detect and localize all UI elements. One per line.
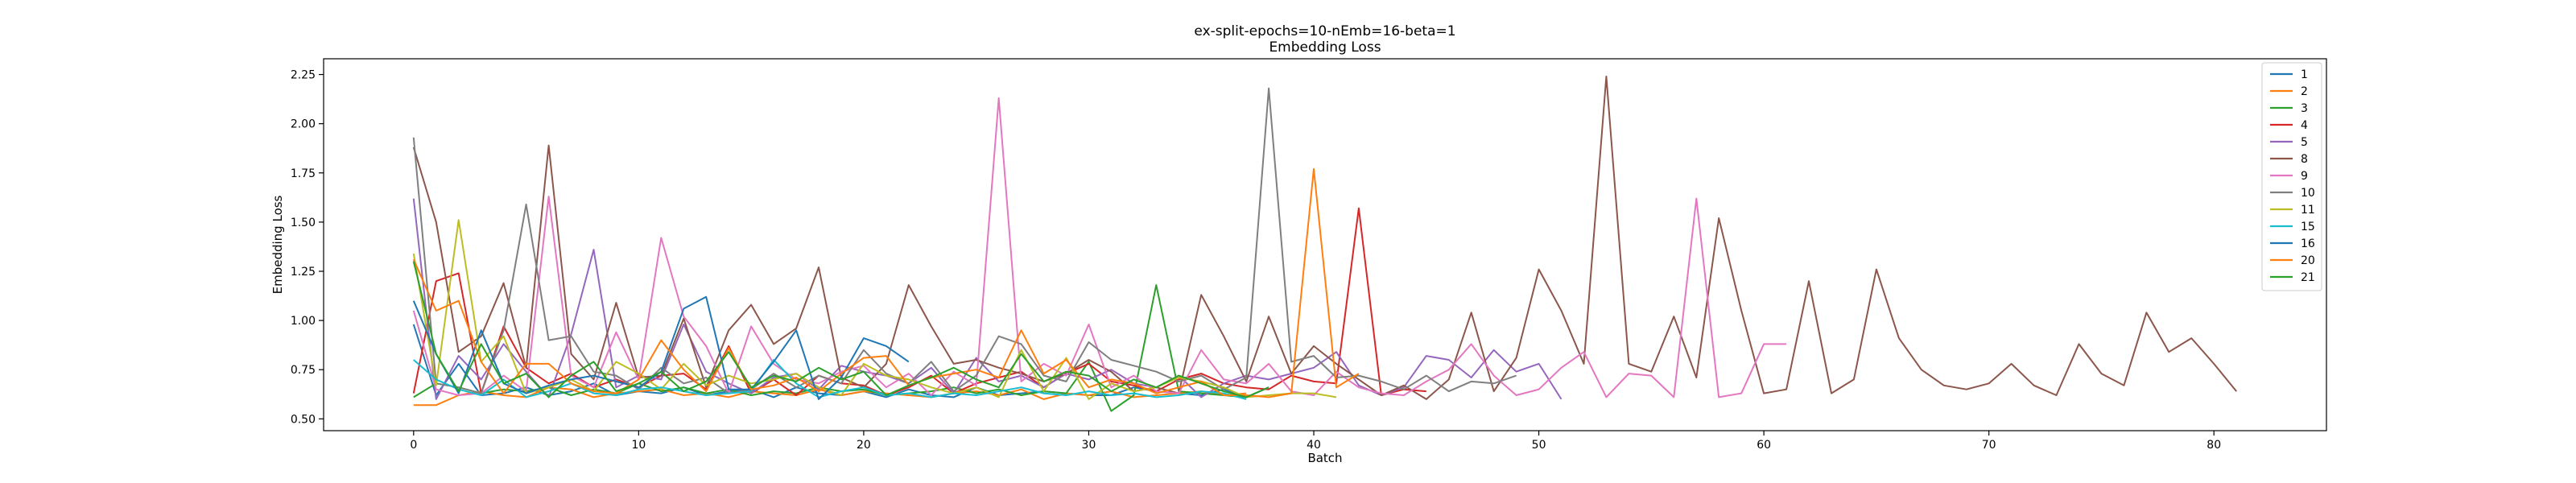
x-tick-label: 40 bbox=[1307, 439, 1321, 452]
legend-label: 2 bbox=[2301, 85, 2308, 98]
series-line-20 bbox=[412, 167, 1360, 398]
legend-label: 16 bbox=[2301, 237, 2315, 250]
legend: 1 2 3 4 5 8 9 10 11 15 16 20 21 bbox=[2261, 62, 2322, 291]
series-line-5 bbox=[412, 198, 1563, 400]
chart-subtitle: Embedding Loss bbox=[1269, 39, 1381, 56]
x-tick-label: 30 bbox=[1082, 439, 1096, 452]
series-line-15 bbox=[413, 359, 1247, 400]
y-tick-label: 1.75 bbox=[291, 167, 316, 180]
legend-label: 15 bbox=[2301, 221, 2315, 233]
y-tick-label: 2.25 bbox=[291, 69, 316, 82]
series-layer bbox=[412, 76, 2237, 412]
plot-area-frame bbox=[323, 58, 2327, 431]
legend-label: 8 bbox=[2301, 153, 2308, 166]
y-axis-ticks: 0.50 0.75 1.00 1.25 1.50 1.75 2.00 2.25 bbox=[291, 69, 324, 426]
x-tick-label: 0 bbox=[410, 439, 417, 452]
y-tick-label: 0.75 bbox=[291, 364, 316, 377]
legend-label: 5 bbox=[2301, 136, 2308, 149]
x-tick-label: 70 bbox=[1982, 439, 1996, 452]
x-tick-label: 10 bbox=[631, 439, 646, 452]
chart-title: ex-split-epochs=10-nEmb=16-beta=1 bbox=[1194, 23, 1455, 39]
series-line-21 bbox=[412, 261, 1269, 398]
legend-label: 20 bbox=[2301, 254, 2315, 267]
y-tick-label: 2.00 bbox=[291, 118, 316, 131]
legend-label: 3 bbox=[2301, 102, 2308, 115]
legend-label: 1 bbox=[2301, 68, 2308, 81]
y-axis-label: Embedding Loss bbox=[270, 195, 285, 294]
x-tick-label: 60 bbox=[1757, 439, 1771, 452]
x-tick-label: 80 bbox=[2207, 439, 2221, 452]
x-tick-label: 50 bbox=[1532, 439, 1546, 452]
legend-label: 9 bbox=[2301, 170, 2308, 183]
series-line-9 bbox=[412, 97, 1787, 398]
x-axis-label: Batch bbox=[1307, 451, 1342, 465]
legend-label: 21 bbox=[2301, 271, 2315, 284]
legend-label: 4 bbox=[2301, 119, 2308, 132]
y-tick-label: 0.50 bbox=[291, 413, 316, 426]
y-tick-label: 1.25 bbox=[291, 266, 316, 279]
legend-label: 11 bbox=[2301, 204, 2315, 217]
series-line-10 bbox=[412, 87, 1517, 394]
legend-box bbox=[2261, 62, 2322, 291]
x-tick-label: 20 bbox=[857, 439, 871, 452]
series-line-8 bbox=[412, 76, 2237, 400]
x-axis-ticks: 0 10 20 30 40 50 60 70 80 bbox=[410, 431, 2221, 452]
legend-label: 10 bbox=[2301, 187, 2315, 200]
y-tick-label: 1.00 bbox=[291, 315, 316, 328]
y-tick-label: 1.50 bbox=[291, 217, 316, 229]
